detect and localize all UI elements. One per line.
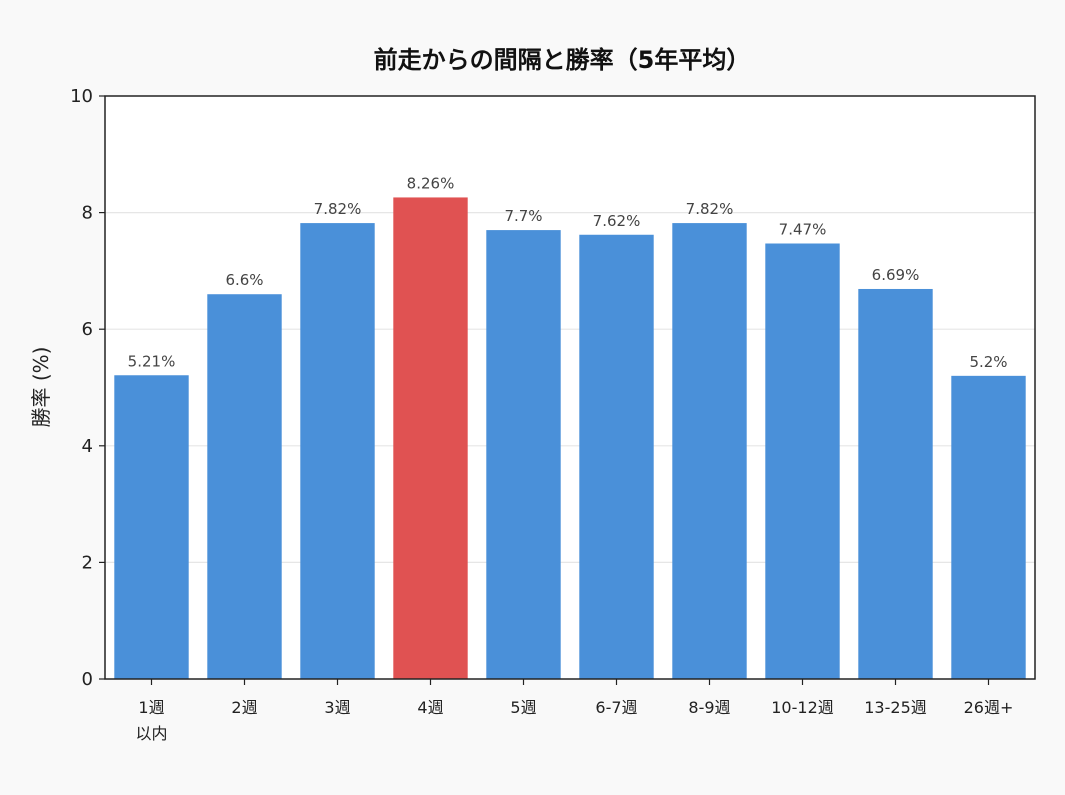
x-tick-label: 1週 — [138, 698, 164, 717]
chart-title: 前走からの間隔と勝率（5年平均） — [374, 46, 751, 74]
data-label: 5.2% — [969, 353, 1007, 371]
bar — [486, 230, 561, 679]
x-tick-label: 8-9週 — [688, 698, 730, 717]
bar — [579, 234, 654, 679]
x-tick-label: 5週 — [510, 698, 536, 717]
y-tick-label: 4 — [82, 436, 93, 457]
x-tick-label: 26週+ — [964, 698, 1014, 717]
bars — [114, 197, 1026, 679]
bar — [858, 288, 933, 679]
data-label: 7.82% — [314, 200, 362, 218]
data-label: 7.47% — [779, 220, 827, 238]
y-tick-label: 6 — [82, 319, 93, 340]
x-tick-label: 以内 — [135, 724, 167, 743]
data-label: 7.62% — [593, 212, 641, 230]
y-tick-label: 0 — [82, 669, 93, 690]
x-tick-label: 10-12週 — [771, 698, 834, 717]
bar — [393, 197, 468, 679]
x-tick-label: 3週 — [324, 698, 350, 717]
bar — [207, 294, 282, 679]
data-label: 6.69% — [872, 266, 920, 284]
bar — [300, 223, 375, 679]
data-label: 7.7% — [504, 207, 542, 225]
x-tick-label: 4週 — [417, 698, 443, 717]
data-label: 6.6% — [225, 271, 263, 289]
value-labels: 5.21% 6.6% 7.82% 8.26% 7.7% 7.62% 7.82% 7.47% 6.… — [128, 174, 1008, 370]
data-label: 7.82% — [686, 200, 734, 218]
plot-frame — [104, 95, 1036, 680]
data-label: 5.21% — [128, 352, 176, 370]
x-tick-label: 2週 — [231, 698, 257, 717]
bar — [114, 375, 189, 679]
y-tick-label: 8 — [82, 203, 93, 224]
bar — [672, 223, 747, 679]
y-axis-title: 勝率 (%) — [29, 347, 53, 428]
x-tick-label: 6-7週 — [595, 698, 637, 717]
y-tick-label: 2 — [82, 552, 93, 573]
bar — [951, 375, 1026, 679]
x-tick-label: 13-25週 — [864, 698, 927, 717]
bar — [765, 243, 840, 679]
y-tick-label: 10 — [70, 86, 93, 107]
data-label: 8.26% — [407, 174, 455, 192]
y-axis-ticks: 0 2 4 6 8 10 — [70, 86, 105, 690]
